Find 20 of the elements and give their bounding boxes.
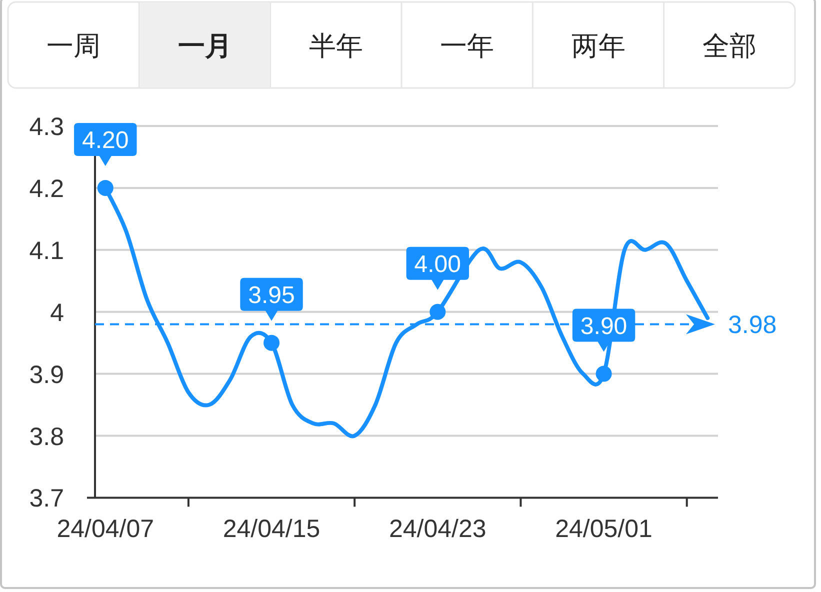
- point: [596, 366, 612, 382]
- y-tick-label: 3.7: [29, 484, 64, 513]
- point: [264, 334, 280, 351]
- y-tick-label: 3.9: [29, 360, 64, 389]
- ref-line-label: 3.98: [728, 311, 777, 340]
- y-tick-label: 4.3: [29, 113, 64, 141]
- annotation: 4.20: [82, 126, 129, 154]
- point: [97, 180, 114, 196]
- annotation: 4.00: [414, 250, 462, 278]
- x-tick-label: 24/04/15: [222, 515, 320, 543]
- y-tick-label: 4: [50, 298, 64, 327]
- x-tick-label: 24/04/23: [388, 515, 486, 543]
- annotation: 3.95: [248, 282, 295, 309]
- point: [430, 304, 446, 320]
- y-tick-label: 4.2: [29, 174, 64, 203]
- x-tick-label: 24/04/07: [56, 515, 154, 543]
- x-tick-label: 24/05/01: [555, 515, 652, 543]
- y-tick-label: 3.8: [29, 422, 64, 451]
- y-tick-label: 4.1: [29, 236, 64, 265]
- annotation: 3.90: [580, 312, 628, 340]
